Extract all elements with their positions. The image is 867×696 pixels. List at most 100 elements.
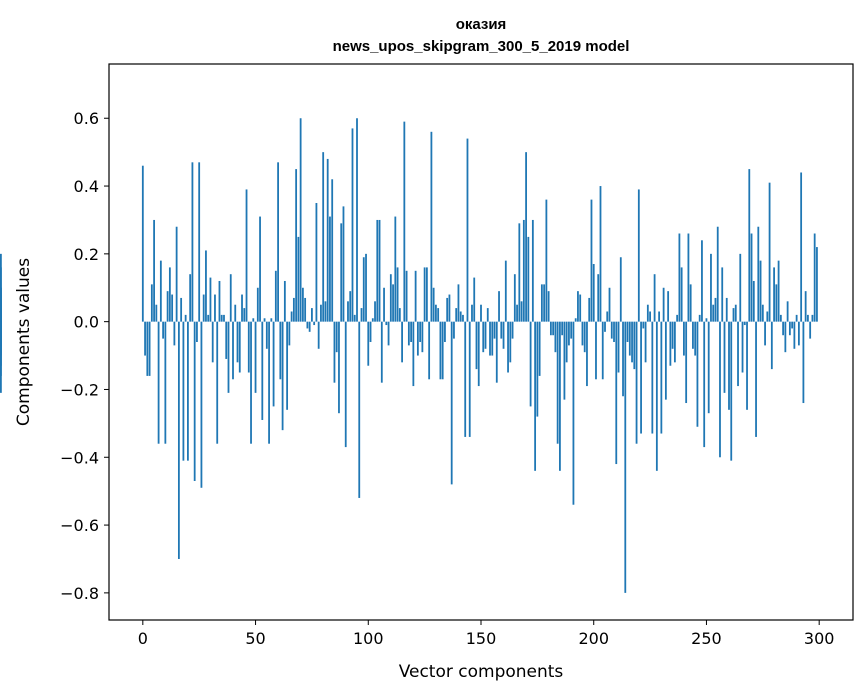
bar-84 [331, 179, 334, 322]
bar-218 [633, 321, 636, 370]
bar-259 [725, 297, 728, 322]
bar-273 [757, 226, 760, 322]
bar-226 [651, 321, 654, 434]
bar-1 [144, 321, 146, 356]
bar-286 [786, 301, 789, 322]
bar-202 [597, 274, 600, 322]
bar-94 [353, 314, 356, 322]
bar-13 [171, 294, 174, 322]
bar-129 [432, 287, 435, 322]
x-tick-label: 100 [353, 629, 384, 648]
bar-74 [308, 321, 311, 332]
y-axis-label: Components values [14, 258, 34, 426]
bar-105 [378, 219, 381, 322]
bar-43 [238, 321, 241, 373]
bar-235 [671, 321, 674, 349]
bar-229 [658, 311, 661, 322]
bar-23 [193, 321, 196, 481]
bar-272 [755, 321, 757, 437]
bar-56 [268, 321, 270, 444]
bar-289 [793, 321, 796, 349]
bar-115 [401, 321, 403, 363]
bar-146 [471, 304, 473, 322]
y-tick-label: 0.6 [74, 109, 99, 128]
bar-34 [218, 280, 221, 322]
bar-53 [261, 321, 264, 420]
y-tick-label: 0.0 [74, 313, 99, 332]
bar-195 [581, 321, 584, 346]
bar-296 [809, 321, 812, 339]
bar-144 [466, 138, 469, 322]
bar-274 [759, 260, 762, 322]
bar-275 [761, 304, 764, 322]
bar-256 [719, 321, 721, 458]
bar-136 [448, 294, 451, 322]
bar-0 [141, 165, 144, 322]
bar-266 [741, 321, 744, 373]
bar-305 [0, 253, 2, 322]
bar-98 [362, 257, 365, 322]
bar-203 [599, 186, 602, 322]
bar-37 [225, 321, 228, 359]
bar-193 [577, 291, 579, 322]
bar-169 [522, 219, 525, 322]
y-tick-label: 0.2 [74, 245, 99, 264]
bar-85 [333, 321, 336, 383]
bar-29 [207, 314, 210, 322]
bar-227 [653, 274, 656, 322]
bar-17 [180, 297, 183, 322]
bar-215 [626, 321, 629, 342]
bar-31 [211, 321, 214, 363]
bar-217 [631, 321, 633, 363]
bar-80 [322, 152, 325, 322]
y-tick-label: 0.4 [74, 177, 99, 196]
bar-255 [716, 226, 719, 322]
bar-12 [168, 267, 171, 322]
bar-194 [579, 294, 582, 322]
bar-234 [669, 321, 672, 366]
bar-161 [504, 260, 507, 322]
bar-60 [277, 162, 279, 322]
bar-123 [419, 321, 422, 342]
bar-46 [245, 189, 248, 322]
bar-119 [410, 321, 413, 342]
bar-189 [568, 321, 570, 346]
y-axis-ticks: −0.8 −0.6 −0.4 −0.2 0.0 0.2 0.4 0.6 [60, 109, 109, 603]
bar-260 [728, 321, 730, 410]
bar-137 [450, 321, 453, 485]
bar-19 [184, 314, 187, 322]
bar-127 [428, 321, 431, 380]
bar-151 [482, 321, 485, 353]
bar-42 [236, 321, 239, 363]
bar-180 [547, 291, 550, 322]
bar-33 [216, 321, 219, 444]
bar-143 [464, 321, 467, 437]
bar-228 [655, 321, 658, 471]
bar-282 [777, 260, 780, 322]
bar-247 [698, 314, 701, 322]
bar-72 [304, 297, 307, 322]
bar-177 [540, 284, 543, 322]
bar-51 [256, 287, 259, 322]
bar-181 [549, 321, 552, 336]
bar-71 [301, 287, 304, 322]
bar-204 [601, 321, 604, 380]
bar-132 [439, 321, 442, 380]
bar-185 [559, 321, 561, 471]
bar-190 [570, 321, 573, 339]
bar-36 [223, 314, 225, 322]
bar-214 [624, 321, 627, 593]
bar-159 [500, 321, 503, 339]
bar-113 [396, 267, 399, 322]
bar-280 [773, 267, 775, 322]
bar-244 [692, 321, 694, 349]
x-tick-label: 200 [578, 629, 609, 648]
bar-186 [561, 321, 564, 336]
x-axis-label: Vector components [399, 662, 564, 682]
x-tick-label: 250 [691, 629, 722, 648]
bar-131 [437, 308, 440, 322]
bar-299 [816, 247, 818, 322]
bar-314 [0, 287, 2, 322]
bar-66 [290, 311, 293, 322]
bar-271 [752, 280, 755, 322]
